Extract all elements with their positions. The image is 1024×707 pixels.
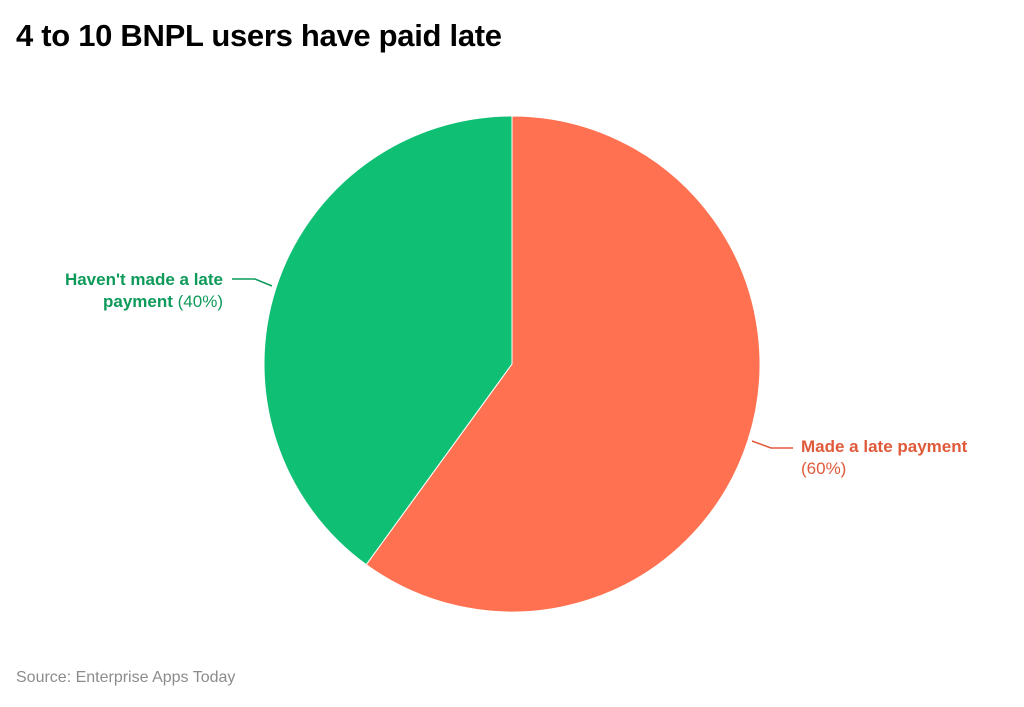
- label-made-late-payment: Made a late payment (60%): [801, 436, 967, 480]
- label-made-percent: (60%): [801, 459, 847, 478]
- label-havent-name-line2: payment: [102, 292, 173, 311]
- pie-slice-made-late-payment: [365, 115, 761, 613]
- label-havent-percent: (40%): [177, 292, 223, 311]
- leader-line-havent: [232, 278, 273, 287]
- label-havent-name-line1: Haven't made a late: [64, 270, 223, 289]
- source-note: Source: Enterprise Apps Today: [16, 669, 236, 686]
- chart-title: 4 to 10 BNPL users have paid late: [16, 18, 502, 53]
- label-havent-made-late-payment: Haven't made a late payment (40%): [65, 269, 223, 313]
- label-made-name: Made a late payment: [801, 437, 968, 456]
- pie-slice-havent-made-late-payment: [263, 115, 513, 566]
- leader-line-made: [751, 440, 793, 449]
